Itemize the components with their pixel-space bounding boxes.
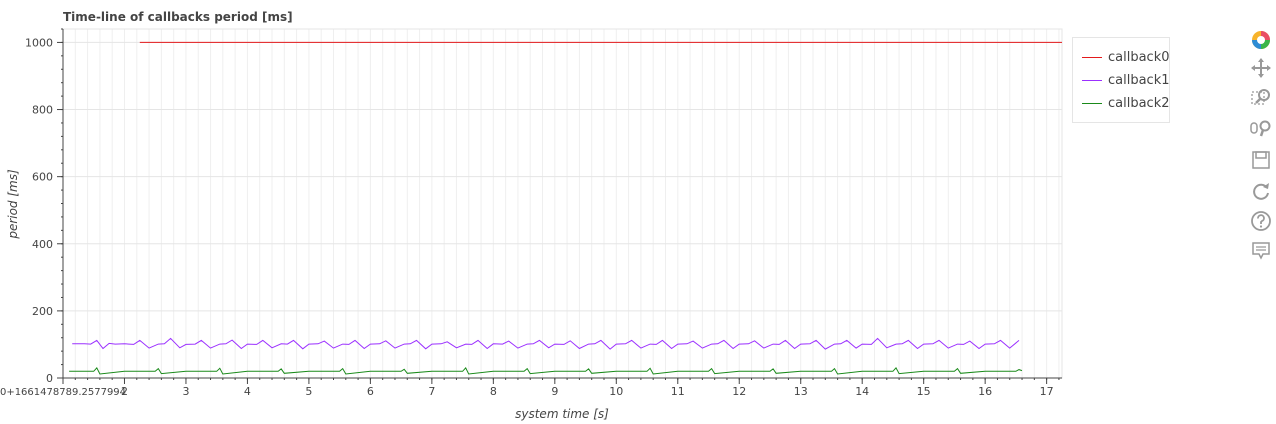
y-tick-label: 0 (46, 372, 53, 385)
x-tick-label: 4 (244, 385, 251, 398)
plot-frame (62, 28, 1063, 379)
legend-item-callback1[interactable]: callback1 (1082, 71, 1170, 89)
y-axis-label: period [ms] (6, 169, 20, 240)
x-tick-label: 2 (121, 385, 128, 398)
x-tick-label: 5 (305, 385, 312, 398)
x-tick-label: 12 (732, 385, 746, 398)
series-layer (69, 41, 1062, 375)
x-tick-label: 7 (428, 385, 435, 398)
x-tick-label: 10 (609, 385, 623, 398)
x-tick-label: 16 (978, 385, 992, 398)
legend-label: callback0 (1108, 49, 1170, 65)
legend-swatch (1082, 56, 1102, 58)
hover-icon[interactable] (1246, 236, 1274, 262)
legend: callback0 callback1 callback2 (1072, 37, 1170, 123)
series-line-callback2 (69, 367, 1023, 375)
save-icon[interactable] (1246, 146, 1274, 172)
bokeh-logo-icon[interactable] (1246, 26, 1274, 52)
legend-label: callback1 (1108, 72, 1170, 88)
x-tick-label: 3 (182, 385, 189, 398)
x-tick-label: 15 (917, 385, 931, 398)
x-tick-label: 13 (794, 385, 808, 398)
legend-item-callback0[interactable]: callback0 (1082, 48, 1170, 66)
x-tick-label: 17 (1040, 385, 1054, 398)
reset-icon[interactable] (1246, 177, 1274, 203)
x-tick-label: 11 (671, 385, 685, 398)
x-offset-label: 0+1661478789.2577994 (0, 387, 126, 398)
x-axis-label: system time [s] (515, 407, 609, 421)
wheel-zoom-icon[interactable] (1246, 114, 1274, 140)
x-tick-label: 14 (855, 385, 869, 398)
x-tick-label: 9 (551, 385, 558, 398)
y-tick-label: 400 (32, 238, 53, 251)
y-tick-label: 1000 (25, 36, 53, 49)
grid (62, 29, 1062, 379)
help-icon[interactable] (1246, 207, 1274, 233)
legend-swatch (1082, 79, 1102, 81)
pan-icon[interactable] (1246, 54, 1274, 80)
axes: 2 3 4 5 6 7 8 9 10 11 12 13 14 15 16 17 0+1661478789.257… (0, 28, 1062, 398)
legend-item-callback2[interactable]: callback2 (1082, 94, 1170, 112)
chart-title: Time-line of callbacks period [ms] (63, 10, 293, 24)
y-tick-label: 600 (32, 171, 53, 184)
legend-swatch (1082, 102, 1102, 104)
y-tick-label: 200 (32, 305, 53, 318)
x-tick-label: 8 (490, 385, 497, 398)
box-zoom-icon[interactable] (1246, 84, 1274, 110)
x-tick-label: 6 (367, 385, 374, 398)
series-line-callback1 (72, 337, 1020, 350)
legend-label: callback2 (1108, 95, 1170, 111)
y-tick-label: 800 (32, 104, 53, 117)
